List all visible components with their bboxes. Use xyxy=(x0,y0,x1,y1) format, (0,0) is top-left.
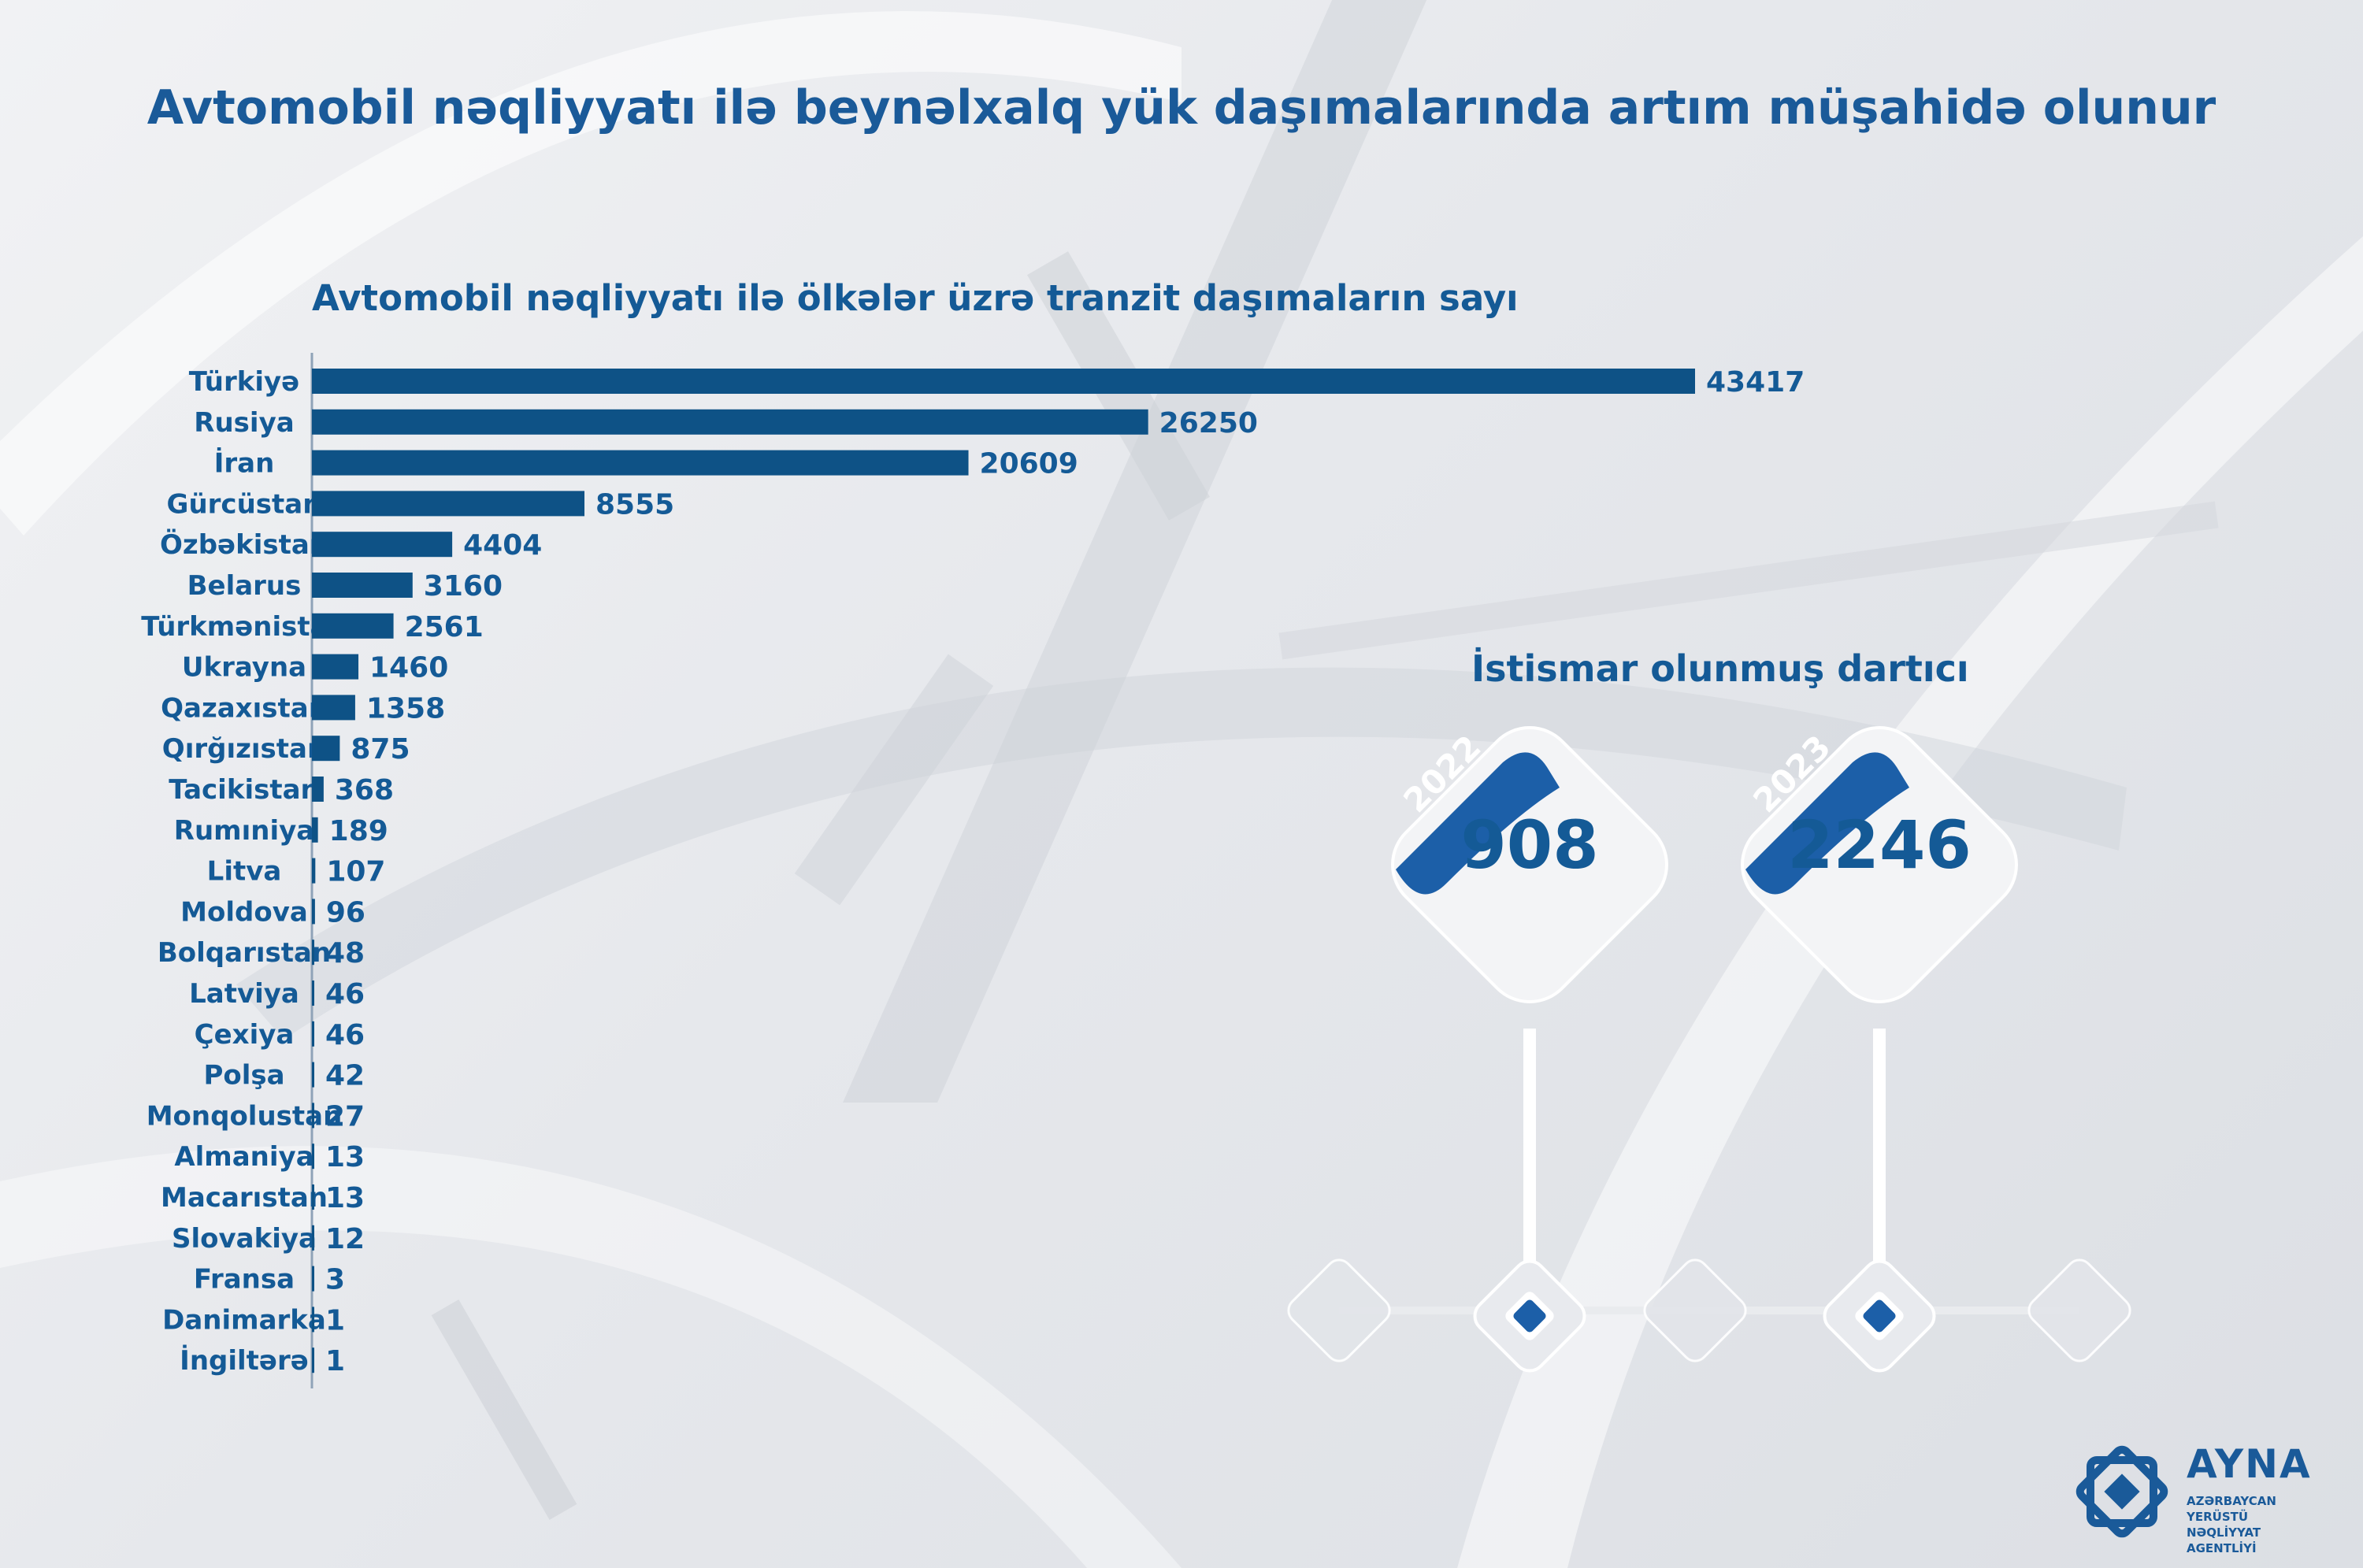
bar-value-label: 27 xyxy=(325,1100,365,1132)
category-label: Gürcüstan xyxy=(167,488,322,520)
bar-value-label: 1460 xyxy=(369,652,448,684)
bar xyxy=(312,532,453,558)
bar xyxy=(312,899,315,925)
category-label: Çexiya xyxy=(195,1019,295,1051)
timeline-node-2022 xyxy=(1473,1259,1586,1373)
bar xyxy=(312,1021,314,1047)
bar xyxy=(312,980,314,1006)
bar-value-label: 107 xyxy=(326,856,385,888)
bar xyxy=(312,695,355,721)
bar xyxy=(312,1266,314,1292)
category-label: Monqolustan xyxy=(147,1100,343,1132)
bar-value-label: 368 xyxy=(335,774,394,806)
bar-value-label: 189 xyxy=(329,815,388,847)
category-label: Latviya xyxy=(189,978,299,1010)
bar-value-label: 1358 xyxy=(366,692,445,725)
tractors-title: İstismar olunmuş dartıcı xyxy=(1471,647,1969,690)
bar-value-label: 4404 xyxy=(463,529,542,562)
category-label: İngiltərə xyxy=(180,1344,309,1377)
bar-value-label: 1 xyxy=(325,1304,345,1336)
bar-value-label: 8555 xyxy=(595,488,674,521)
category-label: Moldova xyxy=(180,896,308,928)
category-label: Bolqarıstan xyxy=(158,937,331,969)
bar xyxy=(312,409,1148,435)
bar-value-label: 43417 xyxy=(1706,366,1805,398)
bar xyxy=(312,736,340,762)
card-value: 2246 xyxy=(1787,806,1972,884)
card-shape xyxy=(1391,726,1668,1003)
tractor-card-2023: 2023 2246 xyxy=(1714,706,2045,1068)
bar-value-label: 1 xyxy=(325,1345,345,1377)
bar xyxy=(312,1144,314,1170)
category-label: Almaniya xyxy=(174,1141,313,1173)
category-label: Özbəkistan xyxy=(160,528,328,561)
category-label: Danimarka xyxy=(162,1304,326,1336)
category-label: Qazaxıstan xyxy=(161,692,328,724)
bar xyxy=(312,654,359,680)
category-label: Rumıniya xyxy=(174,815,314,847)
bar-value-label: 46 xyxy=(325,1019,365,1051)
card-value: 908 xyxy=(1460,806,1599,884)
bar-value-label: 13 xyxy=(325,1182,365,1214)
bar xyxy=(312,573,413,598)
bar-value-label: 13 xyxy=(325,1141,365,1173)
card-shape xyxy=(1741,726,2018,1003)
bar-value-label: 3160 xyxy=(424,570,503,602)
chart-title: Avtomobil nəqliyyatı ilə ölkələr üzrə tr… xyxy=(312,277,1519,319)
category-label: Macarıstan xyxy=(161,1182,328,1214)
bar-value-label: 48 xyxy=(325,937,365,969)
bar-value-label: 2561 xyxy=(405,611,484,643)
ayna-star-logo-icon xyxy=(2076,1445,2168,1538)
category-label: Fransa xyxy=(194,1264,295,1296)
bar-value-label: 20609 xyxy=(980,448,1078,480)
bar xyxy=(312,613,394,639)
category-label: Slovakiya xyxy=(172,1223,317,1255)
bar-value-label: 12 xyxy=(325,1223,365,1255)
category-label: Rusiya xyxy=(194,407,294,439)
logo-name: AYNA xyxy=(2187,1441,2312,1487)
tractor-card-2022: 2022 908 xyxy=(1364,706,1695,1068)
bar xyxy=(312,777,324,802)
bar-value-label: 42 xyxy=(325,1060,365,1092)
bar-value-label: 26250 xyxy=(1159,407,1258,439)
bar xyxy=(312,1307,314,1333)
category-label: Polşa xyxy=(203,1060,284,1092)
bar xyxy=(312,369,1695,394)
ayna-logo: AYNA AZƏRBAYCAN YERÜSTÜ NƏQLİYYAT AGENTL… xyxy=(2067,1436,2319,1555)
category-label: Litva xyxy=(207,856,282,888)
bar xyxy=(312,1062,314,1088)
logo-subtitle: AZƏRBAYCAN YERÜSTÜ NƏQLİYYAT AGENTLİYİ xyxy=(2187,1494,2276,1555)
bar xyxy=(312,817,318,843)
bar-value-label: 3 xyxy=(325,1264,345,1296)
category-label: Qırğızıstan xyxy=(162,733,326,765)
bar xyxy=(312,858,316,884)
category-label: Belarus xyxy=(187,570,302,602)
bar xyxy=(312,940,314,966)
timeline-node-2023 xyxy=(1823,1259,1936,1373)
category-label: Ukrayna xyxy=(182,652,306,684)
bar xyxy=(312,1103,314,1129)
category-label: İran xyxy=(214,447,275,480)
bar xyxy=(312,1184,314,1210)
bar-value-label: 875 xyxy=(351,733,410,765)
category-label: Türkiyə xyxy=(189,366,299,398)
bar xyxy=(312,1347,314,1373)
category-label: Tacikistan xyxy=(169,774,319,806)
bar-value-label: 46 xyxy=(325,978,365,1010)
bar-value-label: 96 xyxy=(326,896,365,929)
bar xyxy=(312,491,585,517)
bar xyxy=(312,450,969,476)
bar xyxy=(312,1225,314,1251)
page-title: Avtomobil nəqliyyatı ilə beynəlxalq yük … xyxy=(147,80,2216,135)
